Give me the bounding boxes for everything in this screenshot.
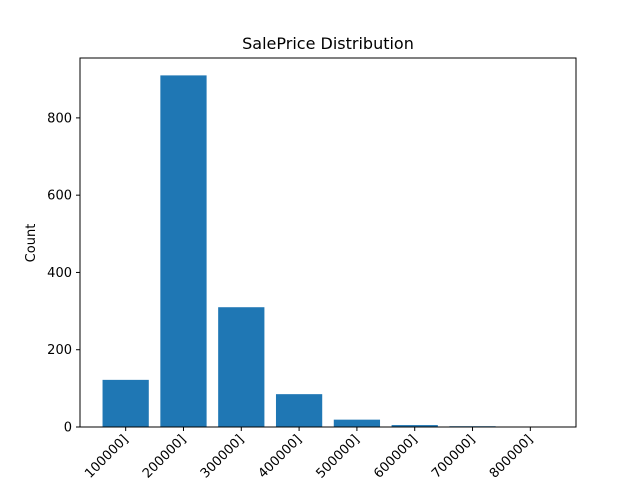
- x-tick-label-6: 700000]: [429, 432, 478, 480]
- bars-group: [102, 75, 554, 427]
- plot-frame: [79, 57, 577, 428]
- bar-5: [391, 425, 438, 427]
- y-tick-label-1: 200: [47, 343, 72, 358]
- y-tick-label-2: 400: [47, 266, 72, 281]
- bar-0: [102, 379, 149, 427]
- chart-title: SalePrice Distribution: [242, 34, 414, 53]
- bar-2: [218, 307, 265, 427]
- y-tick-label-0: 0: [64, 421, 72, 436]
- x-tick-label-1: 200000]: [140, 432, 189, 480]
- x-ticks-group: 100000] 200000] 300000] 400000] 500000] 60000…: [82, 427, 536, 480]
- bar-4: [333, 419, 381, 427]
- bar-1: [160, 75, 207, 427]
- x-tick-label-0: 100000]: [82, 432, 131, 480]
- y-axis-label: Count: [24, 224, 39, 263]
- y-tick-label-3: 600: [47, 189, 72, 204]
- x-tick-label-2: 300000]: [198, 432, 247, 480]
- x-tick-label-4: 500000]: [313, 432, 362, 480]
- y-ticks-group: 0 200 400 600 800: [47, 111, 80, 436]
- y-tick-label-4: 800: [47, 111, 72, 126]
- bar-3: [275, 394, 323, 427]
- x-tick-label-7: 800000]: [487, 432, 536, 480]
- x-tick-label-5: 600000]: [371, 432, 420, 480]
- x-tick-label-3: 400000]: [256, 432, 305, 480]
